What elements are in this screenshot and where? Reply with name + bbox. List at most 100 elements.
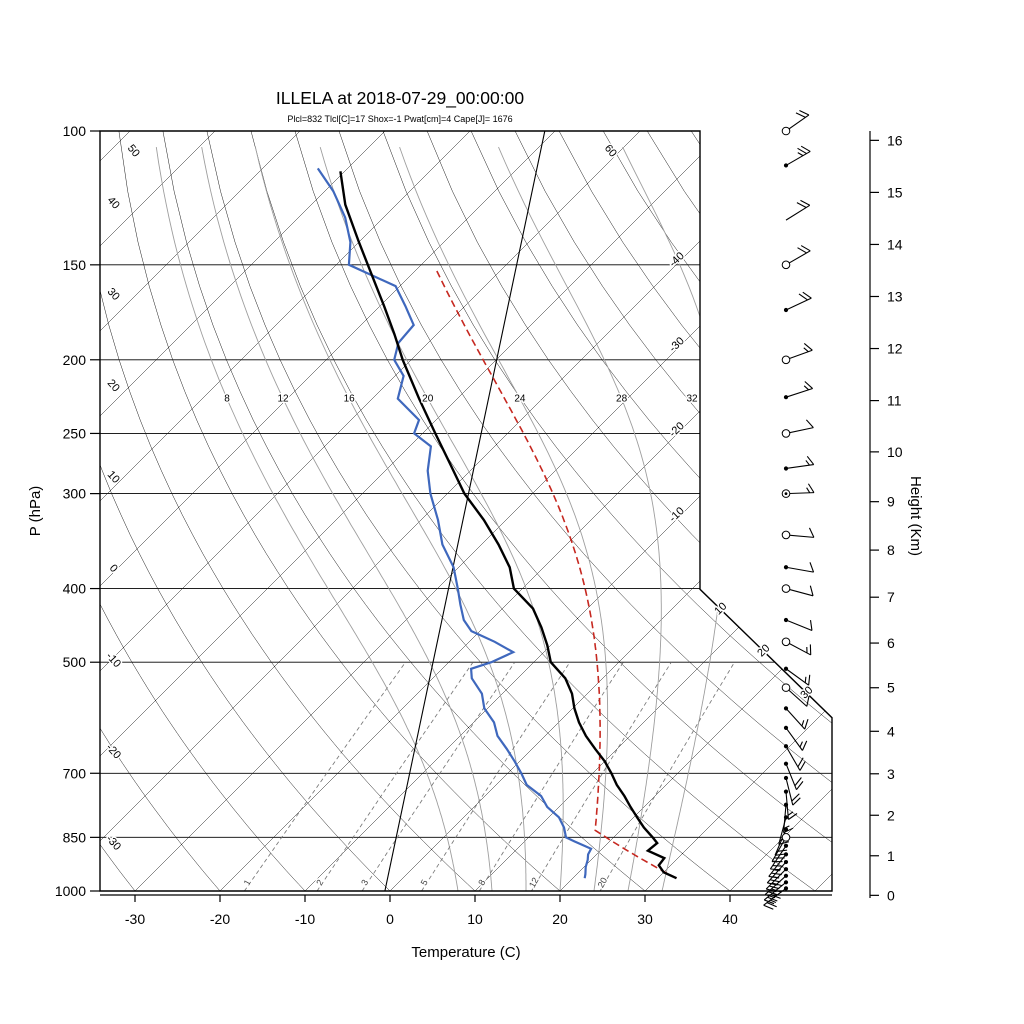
svg-text:0: 0 (386, 911, 394, 927)
wind-barb (781, 584, 814, 597)
svg-text:20: 20 (552, 911, 568, 927)
temperature-axis: -30 -20 -10 0 10 20 30 40 (100, 894, 832, 927)
wind-barb (781, 527, 815, 540)
svg-text:10: 10 (467, 911, 483, 927)
svg-text:32: 32 (686, 394, 698, 405)
svg-text:850: 850 (63, 829, 87, 845)
mixing-ratio-lines (244, 661, 735, 891)
svg-text:500: 500 (63, 654, 87, 670)
wind-barb (781, 683, 810, 707)
wind-barb (783, 455, 815, 471)
svg-text:150: 150 (63, 257, 87, 273)
svg-text:-30: -30 (125, 911, 145, 927)
wind-barb (781, 343, 813, 365)
svg-text:400: 400 (63, 581, 87, 597)
wind-barb (783, 725, 808, 751)
pressure-axis: 100 150 200 250 300 400 500 700 850 1000 (55, 123, 100, 899)
svg-text:20: 20 (596, 876, 610, 890)
svg-text:12: 12 (887, 341, 903, 357)
svg-text:3: 3 (359, 878, 370, 887)
svg-text:100: 100 (63, 123, 87, 139)
svg-text:700: 700 (63, 765, 87, 781)
svg-text:5: 5 (887, 680, 895, 696)
svg-text:-30: -30 (103, 833, 123, 853)
svg-text:-20: -20 (103, 742, 123, 762)
wind-barb (783, 761, 804, 791)
svg-text:15: 15 (887, 184, 903, 200)
svg-text:14: 14 (887, 236, 903, 252)
wind-barb (783, 381, 813, 400)
wind-barb (781, 637, 812, 656)
svg-text:20: 20 (422, 394, 434, 405)
wind-barb (778, 815, 790, 845)
reference-line (384, 131, 546, 891)
svg-text:12: 12 (277, 394, 289, 405)
pressure-axis-label: P (hPa) (27, 486, 44, 537)
wind-barb (781, 419, 814, 438)
moist-adiabat-lines (155, 146, 728, 891)
svg-text:200: 200 (63, 352, 87, 368)
svg-text:40: 40 (105, 194, 122, 211)
svg-text:1000: 1000 (55, 883, 86, 899)
svg-text:3: 3 (887, 766, 895, 782)
wind-barb (769, 843, 789, 871)
wind-barb (783, 789, 798, 820)
wind-barb (763, 886, 789, 910)
wind-barb (781, 110, 810, 136)
svg-text:300: 300 (63, 486, 87, 502)
svg-text:9: 9 (887, 494, 895, 510)
svg-text:8: 8 (224, 394, 230, 405)
svg-text:30: 30 (105, 286, 122, 303)
chart-title: ILLELA at 2018-07-29_00:00:00 (276, 88, 524, 109)
dewpoint-curve (316, 167, 593, 879)
svg-text:8: 8 (476, 878, 487, 887)
parcel-path (435, 268, 677, 879)
wind-barb (783, 562, 815, 573)
svg-text:2: 2 (887, 807, 895, 823)
svg-text:16: 16 (344, 394, 356, 405)
wind-barb (783, 617, 813, 632)
svg-text:-10: -10 (103, 650, 123, 670)
svg-text:-30: -30 (667, 335, 687, 355)
height-axis-label: Height (Km) (907, 476, 924, 556)
svg-text:1: 1 (887, 848, 895, 864)
svg-text:6: 6 (887, 635, 895, 651)
mixing-ratio-labels: 1 2 3 5 8 12 20 (240, 874, 611, 891)
svg-text:20: 20 (105, 377, 122, 394)
axes: -30 -20 -10 0 10 20 30 401001502002503004005007… (55, 123, 903, 927)
wind-barb (781, 245, 811, 270)
wind-barb (783, 145, 811, 168)
wind-barb (781, 483, 815, 498)
svg-text:-20: -20 (210, 911, 230, 927)
plot-frame (99, 130, 833, 892)
wind-barb (783, 775, 801, 806)
wind-barb (785, 199, 811, 221)
svg-text:8: 8 (887, 542, 895, 558)
wind-barb (783, 291, 812, 313)
isobar-lines (100, 264, 832, 891)
temperature-axis-label: Temperature (C) (411, 944, 520, 961)
moist-adiabat-labels: 8 12 16 20 24 28 32 (223, 392, 700, 406)
wind-barb (783, 744, 806, 771)
svg-text:-10: -10 (295, 911, 315, 927)
svg-text:-20: -20 (667, 420, 687, 440)
svg-text:2: 2 (314, 878, 325, 887)
svg-text:250: 250 (63, 425, 87, 441)
svg-text:16: 16 (887, 132, 903, 148)
svg-text:24: 24 (514, 394, 526, 405)
svg-text:10: 10 (887, 444, 903, 460)
svg-text:4: 4 (887, 723, 895, 739)
temperature-curve (339, 171, 678, 880)
svg-text:-10: -10 (667, 505, 687, 525)
svg-text:40: 40 (722, 911, 738, 927)
svg-text:12: 12 (527, 876, 541, 890)
svg-text:11: 11 (887, 393, 902, 409)
isotherm-right-labels: -40 -30 -20 -10 (666, 249, 689, 527)
svg-text:50: 50 (125, 143, 142, 160)
svg-text:-40: -40 (667, 250, 687, 270)
svg-text:1: 1 (242, 878, 253, 887)
